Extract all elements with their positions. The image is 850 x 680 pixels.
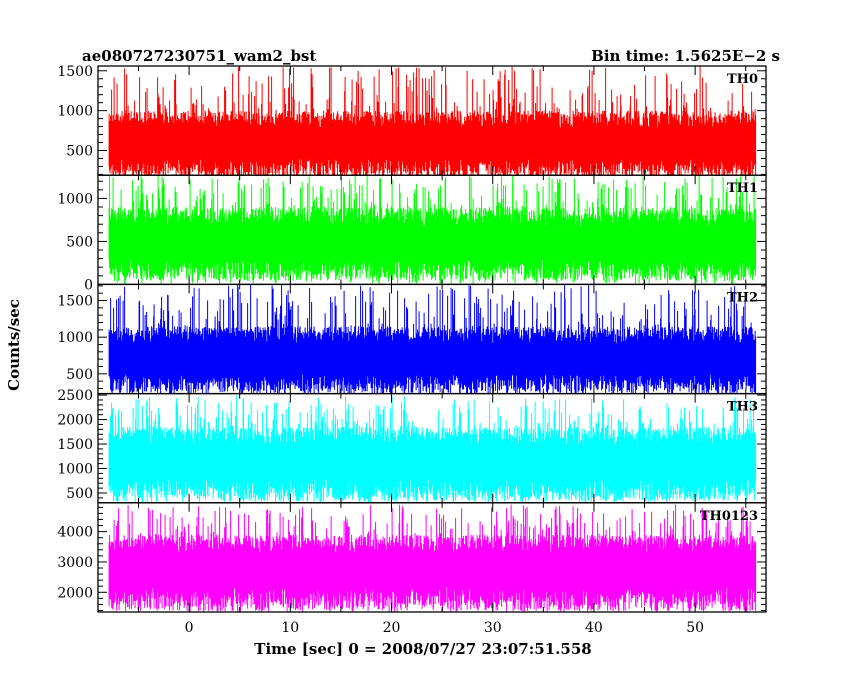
panel-label-th3: TH3 [727,400,758,415]
panel-th2: 500 1000 1500 TH2 [57,283,767,395]
figure-title: ae080727230751_wam2_bst [82,47,316,65]
y-tick-label: 1500 [57,437,93,453]
x-tick-label: 0 [185,620,194,636]
x-tick-label: 10 [281,620,299,636]
y-tick-label: 4000 [57,525,93,541]
y-tick-label: 0 [84,277,93,293]
y-tick-label: 500 [66,143,93,159]
panel-label-th1: TH1 [727,181,758,196]
bin-time-label: Bin time: 1.5625E−2 s [591,47,780,65]
y-tick-label: 2000 [57,585,93,601]
panel-th0: 500 1000 1500 TH0 [57,64,767,176]
y-tick-label: 1500 [57,294,93,310]
y-tick-label: 1000 [57,191,93,207]
panel-label-th0: TH0 [727,72,758,87]
y-tick-label: 1000 [57,330,93,346]
x-tick-label: 50 [686,620,704,636]
panel-frame [97,502,767,613]
panel-th0123: 2000 3000 4000 TH0123 [57,502,767,613]
panel-th1: 0 500 1000 TH1 [57,174,767,293]
y-tick-label: 500 [66,367,93,383]
panel-label-th2: TH2 [727,290,758,305]
series-th0123 [108,504,757,612]
x-tick-label: 20 [383,620,401,636]
x-axis-label: Time [sec] 0 = 2008/07/27 23:07:51.558 [254,640,591,658]
x-tick-label: 40 [585,620,603,636]
y-tick-label: 1500 [57,64,93,80]
y-tick-label: 2000 [57,413,93,429]
x-tick-label: 30 [484,620,502,636]
y-tick-label: 500 [66,234,93,250]
y-tick-label: 2500 [57,388,93,404]
series-th0 [108,66,757,176]
y-tick-label: 1000 [57,462,93,478]
y-tick-label: 1000 [57,104,93,120]
series-th3 [108,395,757,503]
panel-label-th0123: TH0123 [700,509,758,524]
x-axis: 0 10 20 30 40 50 [185,620,704,636]
series-th1 [108,175,757,285]
y-tick-label: 3000 [57,555,93,571]
y-tick-label: 500 [66,486,93,502]
panel-th3: 500 1000 1500 2000 2500 TH3 [57,388,767,504]
y-axis-label: Counts/sec [5,299,23,391]
series-th2 [108,284,757,394]
